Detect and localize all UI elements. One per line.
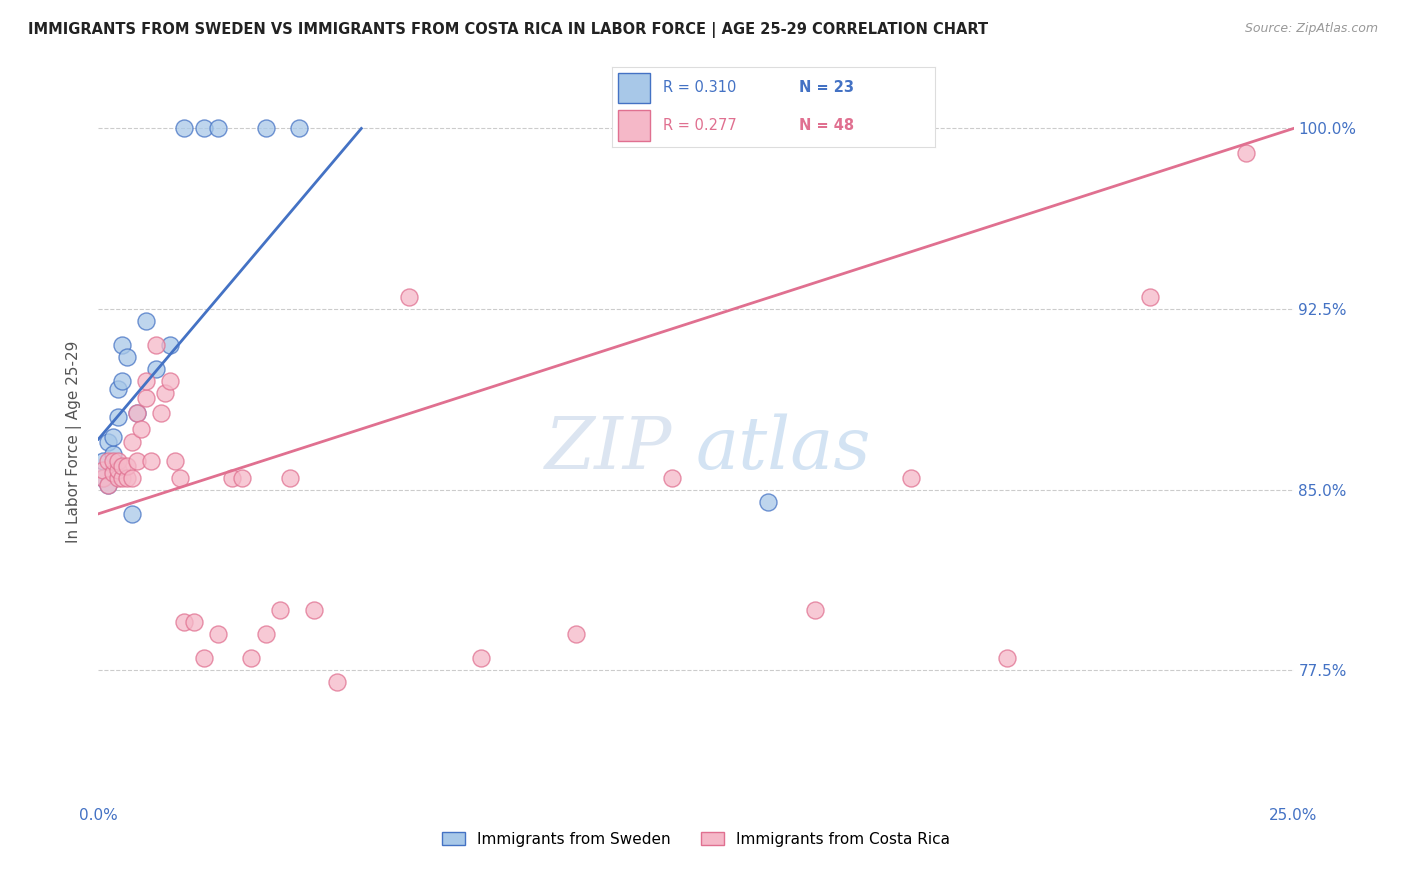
- Legend: Immigrants from Sweden, Immigrants from Costa Rica: Immigrants from Sweden, Immigrants from …: [436, 826, 956, 853]
- Point: [107, 454, 129, 468]
- Point: [207, 121, 229, 136]
- Point: [115, 458, 138, 473]
- Point: [398, 290, 420, 304]
- Point: [121, 434, 143, 449]
- Point: [135, 375, 157, 389]
- Point: [804, 603, 827, 617]
- Point: [125, 454, 148, 468]
- Point: [326, 675, 349, 690]
- Text: atlas: atlas: [696, 414, 872, 484]
- Point: [91, 470, 114, 484]
- Point: [221, 470, 243, 484]
- Point: [278, 470, 301, 484]
- Point: [254, 121, 277, 136]
- Point: [121, 470, 143, 484]
- FancyBboxPatch shape: [619, 72, 651, 103]
- Point: [125, 406, 148, 420]
- Point: [288, 121, 311, 136]
- Point: [101, 466, 124, 480]
- Text: Source: ZipAtlas.com: Source: ZipAtlas.com: [1244, 22, 1378, 36]
- Text: R = 0.277: R = 0.277: [664, 118, 737, 133]
- Point: [115, 470, 138, 484]
- Point: [240, 651, 263, 665]
- Text: N = 23: N = 23: [799, 80, 855, 95]
- Point: [97, 434, 120, 449]
- Point: [269, 603, 291, 617]
- Y-axis label: In Labor Force | Age 25-29: In Labor Force | Age 25-29: [66, 341, 82, 542]
- Point: [107, 382, 129, 396]
- Point: [155, 386, 177, 401]
- Point: [135, 314, 157, 328]
- Point: [111, 375, 134, 389]
- Point: [107, 410, 129, 425]
- Point: [149, 406, 172, 420]
- Point: [169, 470, 191, 484]
- Point: [302, 603, 325, 617]
- Point: [125, 406, 148, 420]
- Point: [163, 454, 186, 468]
- Point: [183, 615, 205, 630]
- Point: [101, 447, 124, 461]
- Point: [145, 362, 167, 376]
- Point: [107, 470, 129, 484]
- Point: [111, 458, 134, 473]
- Point: [1139, 290, 1161, 304]
- Point: [135, 391, 157, 405]
- Point: [470, 651, 492, 665]
- Point: [97, 478, 120, 492]
- Text: N = 48: N = 48: [799, 118, 855, 133]
- Point: [115, 350, 138, 364]
- Point: [107, 463, 129, 477]
- Point: [173, 615, 195, 630]
- Point: [91, 454, 114, 468]
- Point: [159, 375, 181, 389]
- Point: [145, 338, 167, 352]
- Point: [207, 627, 229, 641]
- Point: [111, 338, 134, 352]
- Point: [193, 651, 215, 665]
- Point: [139, 454, 162, 468]
- Point: [1234, 145, 1257, 160]
- Point: [756, 495, 779, 509]
- Point: [101, 430, 124, 444]
- Point: [231, 470, 253, 484]
- Point: [111, 470, 134, 484]
- Text: R = 0.310: R = 0.310: [664, 80, 737, 95]
- Text: ZIP: ZIP: [544, 414, 672, 484]
- Point: [91, 463, 114, 477]
- Point: [661, 470, 683, 484]
- Point: [193, 121, 215, 136]
- Point: [995, 651, 1018, 665]
- Point: [97, 478, 120, 492]
- Point: [565, 627, 588, 641]
- Point: [101, 454, 124, 468]
- Point: [131, 423, 153, 437]
- Point: [91, 470, 114, 484]
- Point: [159, 338, 181, 352]
- Point: [900, 470, 922, 484]
- Text: IMMIGRANTS FROM SWEDEN VS IMMIGRANTS FROM COSTA RICA IN LABOR FORCE | AGE 25-29 : IMMIGRANTS FROM SWEDEN VS IMMIGRANTS FRO…: [28, 22, 988, 38]
- Point: [97, 454, 120, 468]
- FancyBboxPatch shape: [619, 111, 651, 141]
- Point: [101, 463, 124, 477]
- Point: [254, 627, 277, 641]
- Point: [173, 121, 195, 136]
- Point: [121, 507, 143, 521]
